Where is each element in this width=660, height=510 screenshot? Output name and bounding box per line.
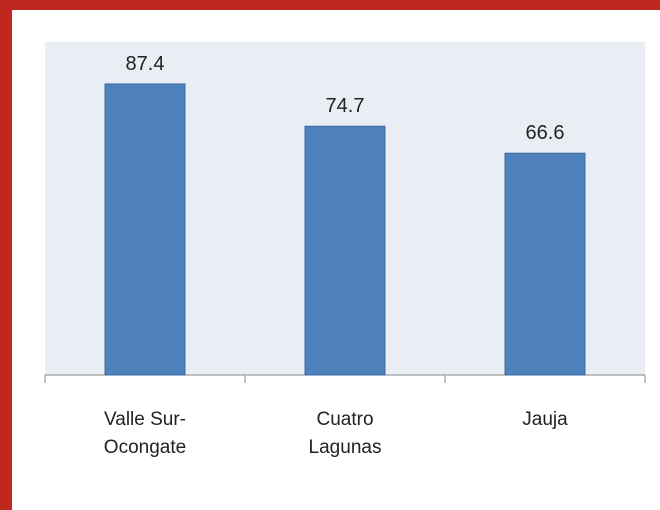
- x-tick-label: Cuatro Lagunas: [308, 409, 382, 458]
- x-tick-label: Jauja: [522, 409, 568, 430]
- bar: [504, 152, 586, 376]
- value-label: 74.7: [326, 95, 365, 117]
- x-tick-label: Valle Sur-Ocongate: [103, 409, 187, 458]
- value-label: 66.6: [526, 122, 565, 144]
- bar: [304, 125, 386, 376]
- value-label: 87.4: [126, 53, 165, 75]
- bar: [104, 83, 186, 376]
